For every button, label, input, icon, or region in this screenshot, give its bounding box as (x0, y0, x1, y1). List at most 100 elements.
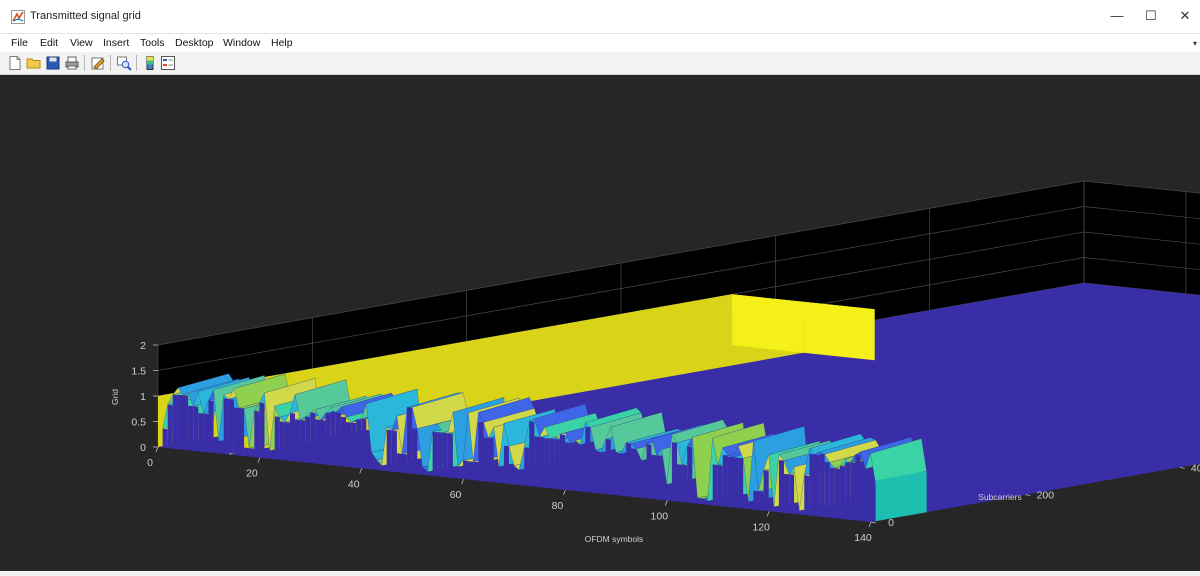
new-figure-icon[interactable] (7, 55, 23, 71)
y-tick-label: 200 (1037, 490, 1055, 502)
noise-front-facet (361, 419, 367, 468)
noise-front-facet (391, 430, 397, 471)
noise-front-facet (233, 407, 239, 455)
print-icon[interactable] (64, 55, 80, 71)
y-tick-mark (1025, 494, 1031, 497)
noise-front-facet (193, 406, 199, 450)
noise-front-facet (549, 438, 555, 488)
noise-front-facet (539, 436, 545, 487)
noise-front-facet (228, 399, 234, 454)
noise-front-facet (544, 438, 550, 487)
grid-line-z (157, 180, 1200, 346)
x-tick-label: 40 (348, 478, 360, 490)
noise-front-facet (860, 468, 866, 521)
surface-floor (158, 283, 1200, 522)
x-tick-mark (359, 468, 363, 474)
x-tick-mark (563, 489, 566, 496)
noise-front-facet (595, 452, 601, 493)
noise-front-facet (565, 442, 571, 489)
noise-front-facet (295, 419, 301, 461)
axis-ticks: 0204060801001201400200400600800100012000… (131, 340, 1200, 544)
figure-canvas[interactable]: 0204060801001201400200400600800100012000… (0, 75, 1200, 571)
x-tick-mark (766, 511, 770, 517)
noise-front-facet (269, 450, 275, 458)
menu-edit[interactable]: Edit (40, 37, 59, 49)
maximize-button[interactable]: ☐ (1145, 8, 1157, 23)
noise-front-facet (809, 453, 815, 515)
surface-plot[interactable]: 0204060801001201400200400600800100012000… (0, 75, 1200, 571)
noise-front-facet (554, 438, 560, 488)
noise-front-facet (712, 464, 718, 505)
menu-tools[interactable]: Tools (140, 37, 165, 49)
figure-toolbar (0, 52, 1200, 75)
noise-front-facet (819, 453, 825, 516)
noise-front-facet (417, 466, 423, 474)
noise-front-facet (203, 413, 209, 451)
noise-front-facet (325, 413, 331, 464)
noise-front-facet (743, 501, 749, 508)
noise-front-facet (707, 501, 713, 504)
noise-front-facet (335, 412, 341, 465)
noise-front-facet (870, 482, 876, 522)
noise-front-facet (473, 461, 479, 480)
legend-icon[interactable] (160, 55, 176, 71)
open-file-icon[interactable] (26, 55, 42, 71)
noise-front-facet (371, 459, 377, 469)
menu-view[interactable]: View (70, 37, 93, 49)
noise-front-facet (850, 462, 856, 519)
noise-front-facet (223, 398, 229, 454)
toolbar-separator (84, 55, 85, 71)
noise-front-facet (498, 466, 504, 483)
noise-front-facet (824, 461, 830, 517)
noise-front-facet (717, 465, 723, 506)
noise-front-facet (437, 432, 443, 476)
noise-front-facet (305, 416, 311, 462)
y-axis-label: Subcarriers (978, 492, 1021, 502)
noise-front-facet (692, 497, 698, 503)
noise-front-facet (351, 422, 357, 467)
minimize-button[interactable]: — (1110, 8, 1124, 23)
grid-line-z (157, 206, 1200, 371)
noise-front-facet (524, 447, 530, 485)
x-tick-mark (461, 478, 464, 485)
noise-front-facet (656, 455, 662, 499)
noise-front-facet (621, 453, 627, 495)
menu-file[interactable]: File (11, 37, 28, 49)
menu-help[interactable]: Help (271, 37, 293, 49)
close-button[interactable]: ✕ (1179, 8, 1191, 23)
noise-front-facet (814, 454, 820, 516)
noise-front-facet (244, 447, 250, 456)
colorbar-icon[interactable] (142, 55, 158, 71)
noise-front-facet (218, 441, 224, 453)
noise-front-facet (198, 413, 204, 451)
noise-front-facet (432, 431, 438, 476)
z-tick-label: 2 (140, 340, 146, 352)
noise-front-facet (570, 442, 576, 490)
menu-insert[interactable]: Insert (103, 37, 130, 49)
y-tick-label: 400 (1191, 462, 1200, 474)
noise-front-facet (290, 413, 295, 461)
noise-front-facet (463, 460, 469, 479)
save-icon[interactable] (45, 55, 61, 71)
noise-front-facet (310, 412, 316, 463)
noise-front-facet (834, 468, 840, 518)
noise-front-facet (427, 471, 433, 475)
x-axis-label: OFDM symbols (585, 534, 644, 544)
noise-front-facet (733, 457, 739, 507)
zoom-icon[interactable] (116, 55, 132, 71)
noise-front-facet (274, 416, 280, 459)
noise-front-facet (259, 402, 265, 457)
noise-front-facet (340, 416, 346, 466)
menu-desktop[interactable]: Desktop (175, 37, 214, 49)
menu-window[interactable]: Window (223, 37, 261, 49)
noise-front-facet (188, 405, 194, 450)
noise-front-facet (458, 466, 464, 478)
noise-front-facet (381, 465, 387, 470)
noise-front-facet (778, 460, 784, 512)
edit-plot-icon[interactable] (90, 55, 106, 71)
noise-front-facet (580, 444, 586, 491)
menu-overflow-icon[interactable]: ▾ (1192, 39, 1197, 48)
noise-front-facet (605, 439, 611, 494)
noise-front-facet (478, 421, 484, 480)
noise-front-facet (483, 437, 489, 481)
